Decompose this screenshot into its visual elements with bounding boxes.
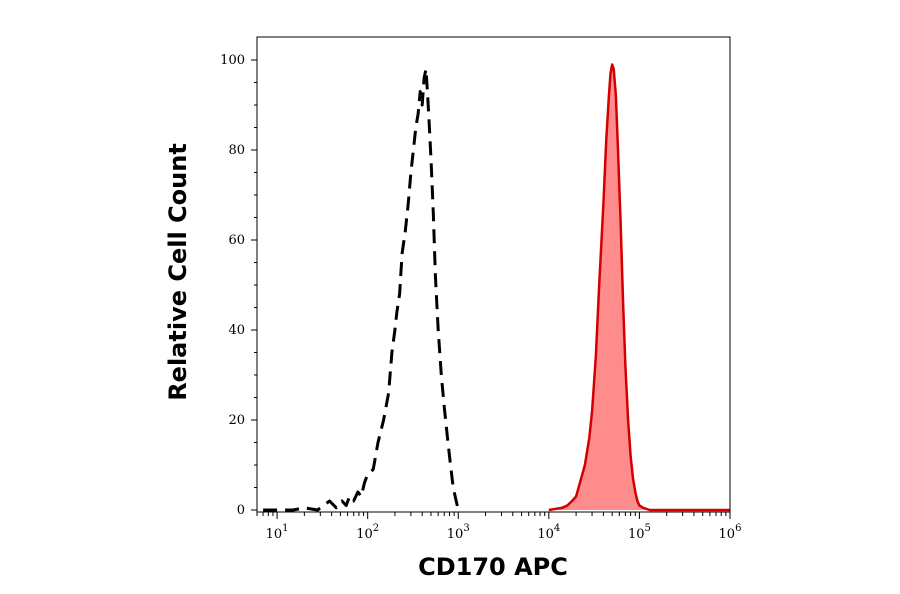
y-tick-label: 100 (220, 53, 245, 68)
plot-area (263, 63, 730, 512)
plot-frame (256, 36, 731, 513)
y-tick-label: 60 (228, 233, 245, 248)
x-tick-label: 103 (447, 523, 470, 542)
y-axis-title: Relative Cell Count (164, 143, 192, 401)
y-tick-label: 0 (237, 503, 245, 518)
x-axis-title: CD170 APC (418, 553, 568, 581)
x-tick-label: 102 (356, 523, 379, 542)
y-tick-label: 80 (228, 143, 245, 158)
series-1-line (263, 67, 461, 512)
series-2-fill (548, 64, 730, 510)
series-2-line (548, 63, 730, 512)
y-tick-label: 40 (228, 323, 245, 338)
tick-labels: 0 20 40 60 80 100 101 102 103 104 105 106 (220, 53, 741, 542)
x-tick-label: 106 (719, 523, 742, 542)
x-tick-label: 104 (537, 523, 560, 542)
y-tick-label: 20 (228, 413, 245, 428)
x-tick-label: 101 (266, 523, 289, 542)
x-tick-label: 105 (628, 523, 651, 542)
tick-marks (251, 59, 731, 519)
